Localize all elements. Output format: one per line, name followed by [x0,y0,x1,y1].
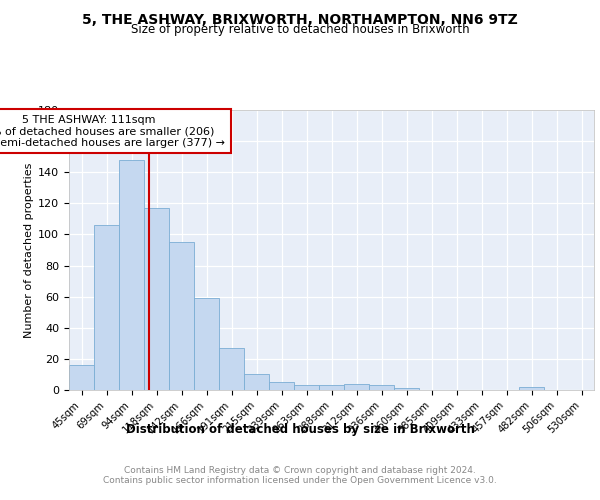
Bar [169,242,194,390]
Text: Size of property relative to detached houses in Brixworth: Size of property relative to detached ho… [131,24,469,36]
Text: 5, THE ASHWAY, BRIXWORTH, NORTHAMPTON, NN6 9TZ: 5, THE ASHWAY, BRIXWORTH, NORTHAMPTON, N… [82,12,518,26]
Bar [369,386,394,390]
Bar [319,386,344,390]
Bar [69,365,94,390]
Bar [294,386,319,390]
Text: Contains public sector information licensed under the Open Government Licence v3: Contains public sector information licen… [103,476,497,485]
Bar [94,225,119,390]
Bar [269,382,294,390]
Text: Distribution of detached houses by size in Brixworth: Distribution of detached houses by size … [125,422,475,436]
Bar [119,160,144,390]
Bar [394,388,419,390]
Text: 5 THE ASHWAY: 111sqm
← 35% of detached houses are smaller (206)
64% of semi-deta: 5 THE ASHWAY: 111sqm ← 35% of detached h… [0,114,226,148]
Bar [244,374,269,390]
Bar [219,348,244,390]
Y-axis label: Number of detached properties: Number of detached properties [24,162,34,338]
Bar [519,387,544,390]
Bar [194,298,219,390]
Text: Contains HM Land Registry data © Crown copyright and database right 2024.: Contains HM Land Registry data © Crown c… [124,466,476,475]
Bar [344,384,369,390]
Bar [144,208,169,390]
